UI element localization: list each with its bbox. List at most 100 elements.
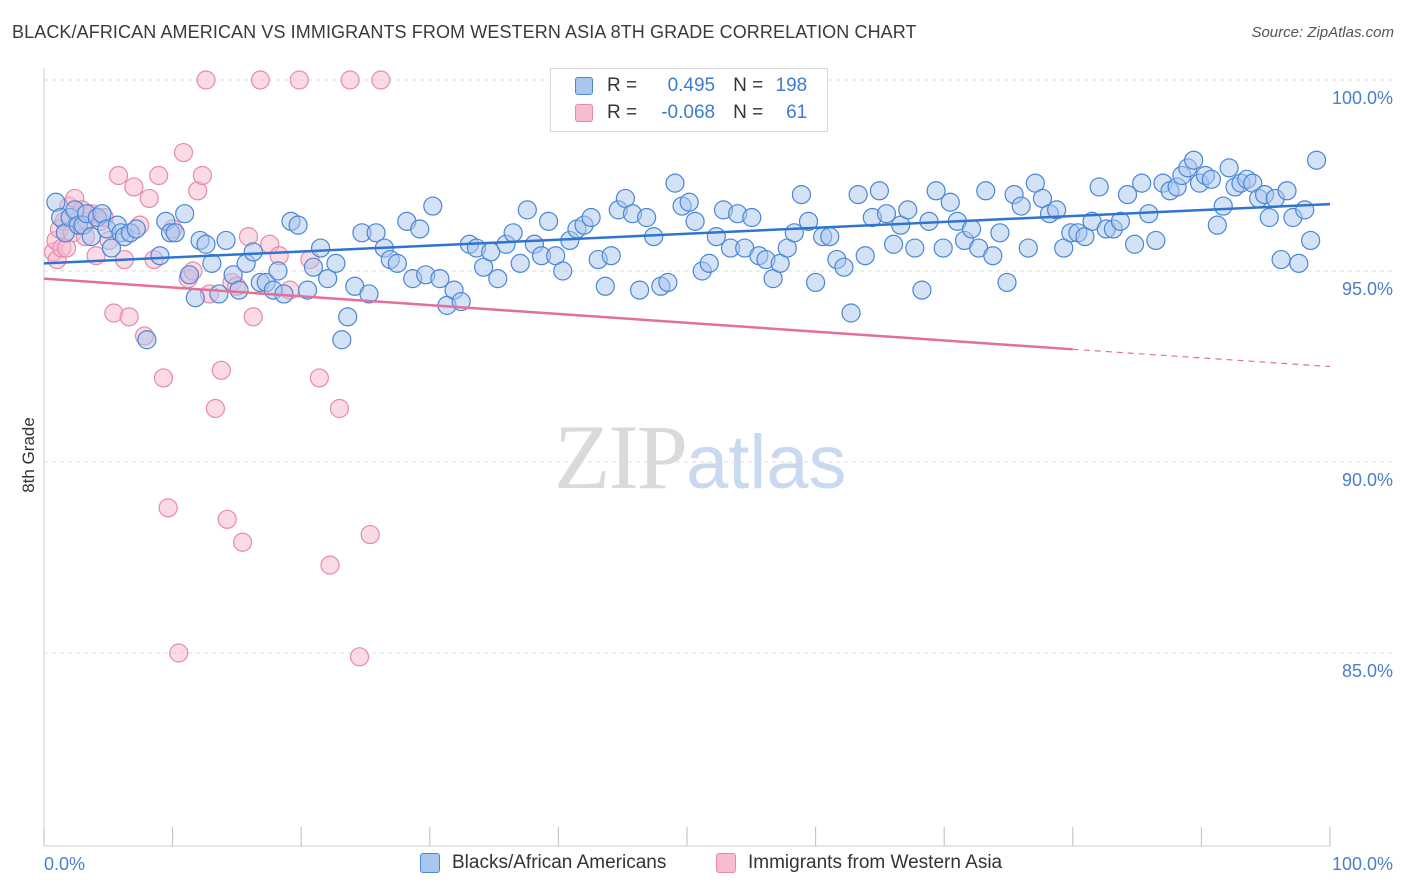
legend-label-blacks: Blacks/African Americans	[452, 852, 667, 873]
data-point-blacks	[1146, 230, 1166, 251]
data-point-blacks	[1132, 173, 1152, 193]
axes	[43, 68, 1331, 847]
data-point-blacks	[1110, 211, 1131, 231]
data-point-blacks	[912, 280, 932, 300]
data-point-blacks	[926, 181, 946, 201]
data-point-blacks	[1213, 196, 1233, 216]
y-axis-title: 8th Grade	[19, 417, 38, 493]
trend-lines	[43, 202, 1331, 368]
data-point-blacks	[983, 246, 1003, 266]
data-point-blacks	[658, 272, 678, 293]
data-point-blacks	[933, 238, 953, 258]
blue-swatch	[575, 77, 593, 95]
data-point-blacks	[1207, 215, 1227, 235]
data-point-blacks	[150, 246, 170, 266]
data-point-blacks	[165, 223, 185, 243]
data-point-blacks	[1219, 158, 1239, 178]
data-point-western-asia	[169, 643, 189, 663]
data-point-blacks	[1089, 177, 1109, 197]
data-point-blacks	[338, 307, 358, 327]
legend-item-blacks: Blacks/African Americans	[420, 852, 666, 874]
data-point-blacks	[229, 280, 249, 300]
data-point-blacks	[288, 215, 308, 235]
data-point-western-asia	[289, 70, 309, 90]
source-credit: Source: ZipAtlas.com	[1251, 24, 1394, 41]
data-point-western-asia	[196, 70, 216, 90]
data-point-blacks	[1184, 150, 1204, 170]
series-immigrants-western-asia	[43, 70, 391, 667]
legend-row-pink: R = -0.068 N = 61	[575, 100, 807, 126]
data-point-blacks	[517, 200, 537, 220]
y-tick-label: 90.0%	[1342, 470, 1393, 490]
tick-labels: 100.0% 95.0% 90.0% 85.0% 0.0% 100.0% 8th Grade	[19, 88, 1393, 874]
data-point-blacks	[1301, 230, 1321, 251]
data-point-blacks	[1277, 181, 1297, 201]
data-point-blacks	[581, 207, 601, 228]
data-point-blacks	[387, 253, 407, 273]
data-point-western-asia	[329, 398, 350, 419]
trend-line-blacks	[43, 202, 1331, 265]
data-point-blacks	[297, 280, 318, 300]
data-point-blacks	[855, 246, 875, 266]
data-point-blacks	[742, 207, 762, 228]
data-point-western-asia	[309, 368, 329, 388]
data-point-blacks	[185, 288, 205, 308]
legend-row-blue: R = 0.495 N = 198	[575, 73, 807, 99]
data-point-blacks	[553, 261, 573, 281]
data-point-blacks	[883, 234, 904, 254]
data-point-blacks	[595, 276, 615, 296]
data-point-blacks	[303, 257, 324, 277]
data-point-blacks	[1124, 234, 1145, 254]
data-point-blacks	[410, 219, 430, 239]
data-point-western-asia	[349, 647, 370, 667]
stats-legend: R = 0.495 N = 198 R = -0.068 N = 61	[550, 68, 828, 132]
data-point-blacks	[834, 257, 854, 277]
pink-legend-swatch	[716, 853, 736, 873]
r-label: R =	[607, 75, 638, 96]
data-point-blacks	[976, 181, 996, 201]
blue-legend-swatch	[420, 853, 440, 873]
data-point-blacks	[430, 269, 450, 289]
data-point-western-asia	[320, 555, 340, 575]
data-point-western-asia	[124, 177, 144, 197]
data-point-blacks	[538, 211, 559, 231]
data-point-blacks	[488, 269, 508, 289]
data-point-western-asia	[119, 307, 139, 327]
data-point-blacks	[209, 284, 229, 304]
watermark-zip: ZIP	[554, 406, 688, 508]
data-point-western-asia	[243, 307, 263, 327]
data-point-western-asia	[158, 498, 178, 518]
data-point-blacks	[1295, 200, 1315, 220]
data-point-blacks	[876, 204, 897, 224]
data-point-blacks	[202, 253, 222, 273]
trend-line-western-asia-extrapolated	[1072, 348, 1331, 368]
legend-label-western-asia: Immigrants from Western Asia	[748, 852, 1003, 873]
data-point-western-asia	[153, 368, 174, 388]
data-point-blacks	[126, 219, 146, 239]
data-point-blacks	[1018, 238, 1038, 258]
data-point-blacks	[318, 269, 338, 289]
data-point-blacks	[196, 234, 216, 254]
y-tick-label: 85.0%	[1342, 661, 1393, 681]
data-point-western-asia	[192, 165, 213, 186]
data-point-blacks	[898, 200, 918, 220]
data-point-blacks	[1011, 196, 1031, 216]
data-point-western-asia	[139, 188, 159, 209]
data-point-western-asia	[211, 360, 231, 380]
data-point-blacks	[997, 272, 1017, 293]
data-point-blacks	[268, 261, 288, 281]
data-point-blacks	[216, 230, 236, 251]
n-value-pink: 61	[786, 102, 808, 123]
data-point-blacks	[1271, 249, 1291, 270]
data-point-blacks	[1259, 207, 1279, 228]
n-value-blue: 198	[775, 75, 808, 96]
data-point-blacks	[1289, 253, 1309, 273]
data-point-blacks	[423, 196, 443, 216]
data-point-blacks	[175, 204, 195, 224]
data-point-western-asia	[371, 70, 391, 90]
data-point-blacks	[798, 211, 819, 231]
data-point-western-asia	[108, 165, 129, 186]
trend-line-western-asia	[43, 277, 1073, 351]
data-point-blacks	[81, 227, 101, 247]
